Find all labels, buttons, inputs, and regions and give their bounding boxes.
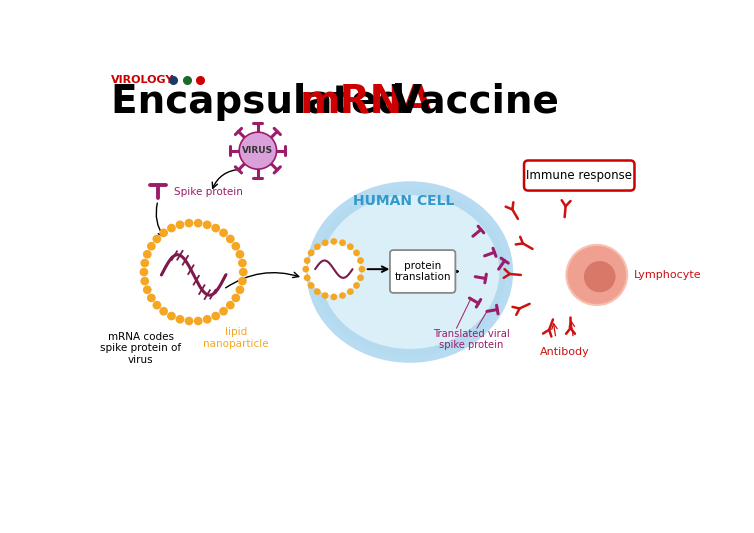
Circle shape [203,221,212,229]
Circle shape [357,257,364,264]
Text: mRNA codes
spike protein of
virus: mRNA codes spike protein of virus [100,332,182,365]
Circle shape [219,307,228,316]
Circle shape [235,250,244,259]
Circle shape [304,257,311,264]
Circle shape [152,301,161,310]
Circle shape [226,301,234,310]
Circle shape [231,242,241,251]
Circle shape [353,249,360,256]
Circle shape [140,277,149,285]
Circle shape [314,244,320,250]
Circle shape [322,239,329,246]
Circle shape [302,266,309,272]
Circle shape [584,261,615,292]
Circle shape [308,243,360,295]
Text: mRNA: mRNA [300,83,434,120]
Circle shape [147,294,156,302]
Circle shape [231,294,241,302]
Circle shape [308,282,314,289]
Circle shape [238,277,247,285]
Circle shape [139,268,149,277]
Circle shape [185,219,193,228]
Circle shape [167,224,176,232]
Circle shape [347,288,354,295]
Circle shape [211,224,220,232]
Circle shape [176,221,185,229]
Circle shape [226,235,234,243]
Circle shape [239,268,247,277]
Circle shape [357,274,364,281]
Circle shape [167,312,176,320]
Circle shape [152,235,161,243]
Text: Lymphocyte: Lymphocyte [634,270,702,280]
Text: Translated viral
spike protein: Translated viral spike protein [433,329,510,350]
Text: VIRUS: VIRUS [242,146,274,155]
FancyBboxPatch shape [524,160,634,191]
Circle shape [339,239,346,246]
Circle shape [146,225,241,319]
Circle shape [358,266,365,272]
FancyBboxPatch shape [390,250,455,293]
Text: Encapsulated: Encapsulated [111,83,418,120]
Circle shape [314,288,320,295]
Circle shape [339,292,346,299]
Text: protein
translation: protein translation [394,261,451,282]
Text: Antibody: Antibody [540,347,590,357]
Text: HUMAN CELL: HUMAN CELL [354,194,455,208]
Circle shape [239,132,277,169]
Circle shape [140,259,149,268]
Text: Immune response: Immune response [526,169,633,182]
Circle shape [194,317,203,325]
Circle shape [566,245,627,305]
Circle shape [159,229,168,237]
Text: VIROLOGY: VIROLOGY [111,75,174,85]
Circle shape [194,219,203,228]
Circle shape [330,294,337,300]
Circle shape [176,315,185,324]
Circle shape [203,315,212,324]
Circle shape [143,250,152,259]
Circle shape [304,274,311,281]
Circle shape [235,286,244,294]
Circle shape [185,317,193,325]
Circle shape [143,286,152,294]
Text: lipid
nanoparticle: lipid nanoparticle [203,327,268,349]
Circle shape [219,229,228,237]
Ellipse shape [314,188,506,356]
Circle shape [238,259,247,268]
Circle shape [211,312,220,320]
Circle shape [330,238,337,245]
Circle shape [347,244,354,250]
Circle shape [159,307,168,316]
Circle shape [147,242,156,251]
Text: Vaccine: Vaccine [378,83,559,120]
Circle shape [322,292,329,299]
Circle shape [353,282,360,289]
Text: Spike protein: Spike protein [174,187,244,197]
Circle shape [308,249,314,256]
